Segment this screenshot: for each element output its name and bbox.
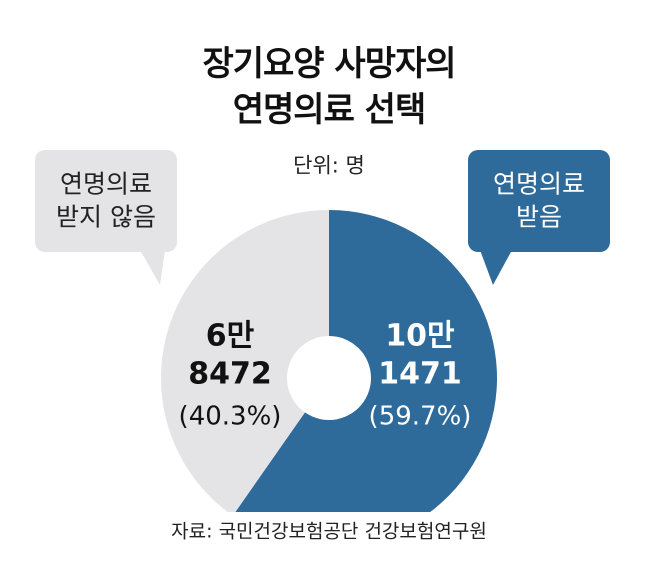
unit-label: 단위: 명 [293, 153, 365, 178]
source-note: 자료: 국민건강보험공단 건강보험연구원 [171, 520, 487, 543]
chart-title: 장기요양 사망자의 연명의료 선택 [202, 44, 456, 130]
legend-label: 연명의료 받지 않음 [56, 169, 156, 232]
callout-tail [140, 250, 165, 285]
callout-box [35, 150, 177, 252]
value-label: 6만 8472 [188, 318, 272, 392]
callout-tail [480, 250, 512, 285]
percent-label: (40.3%) [178, 401, 282, 432]
donut-hole [287, 336, 371, 420]
pie-slice [160, 210, 329, 516]
callout-box [468, 150, 610, 252]
value-label: 10만 1471 [378, 318, 462, 392]
percent-label: (59.7%) [368, 401, 472, 432]
source-background [0, 512, 658, 562]
legend-label: 연명의료 받음 [492, 169, 586, 232]
